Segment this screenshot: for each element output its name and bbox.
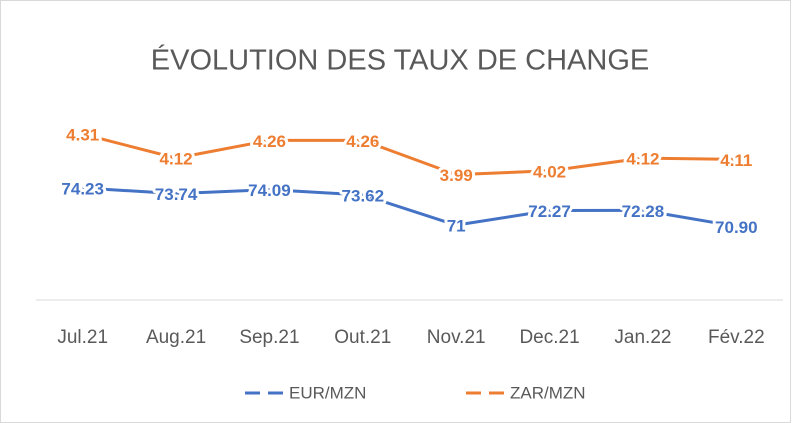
- x-tick-label: Nov.21: [427, 327, 486, 348]
- x-tick-label: Jan.22: [614, 327, 671, 348]
- data-label: 4.12: [626, 150, 659, 169]
- data-label: 4.02: [533, 162, 566, 181]
- data-label: 4.26: [253, 132, 286, 151]
- data-label: 4.26: [346, 132, 379, 151]
- data-label: 73.74: [155, 185, 198, 204]
- data-label: 73.62: [342, 186, 385, 205]
- x-tick-label: Sep.21: [239, 327, 299, 348]
- x-tick-label: Jul.21: [57, 327, 108, 348]
- data-label: 72.27: [528, 202, 571, 221]
- legend-label: ZAR/MZN: [510, 383, 586, 402]
- data-label: 4.11: [720, 151, 752, 170]
- data-label: 70.90: [715, 218, 758, 237]
- data-label: 72.28: [622, 202, 665, 221]
- data-label: 71: [447, 217, 466, 236]
- data-label: 4.12: [160, 150, 193, 169]
- legend-label: EUR/MZN: [289, 383, 366, 402]
- series-line: [82, 132, 737, 177]
- series-line: [82, 186, 737, 228]
- data-label: 74.23: [61, 179, 104, 198]
- x-tick-label: Out.21: [334, 327, 391, 348]
- chart-title: ÉVOLUTION DES TAUX DE CHANGE: [151, 44, 649, 77]
- data-label: 3.99: [440, 166, 473, 185]
- data-label: 4.31: [66, 126, 99, 145]
- x-tick-label: Aug.21: [146, 327, 206, 348]
- x-tick-label: Dec.21: [519, 327, 579, 348]
- data-label: 74.09: [248, 181, 291, 200]
- x-tick-label: Fév.22: [708, 327, 765, 348]
